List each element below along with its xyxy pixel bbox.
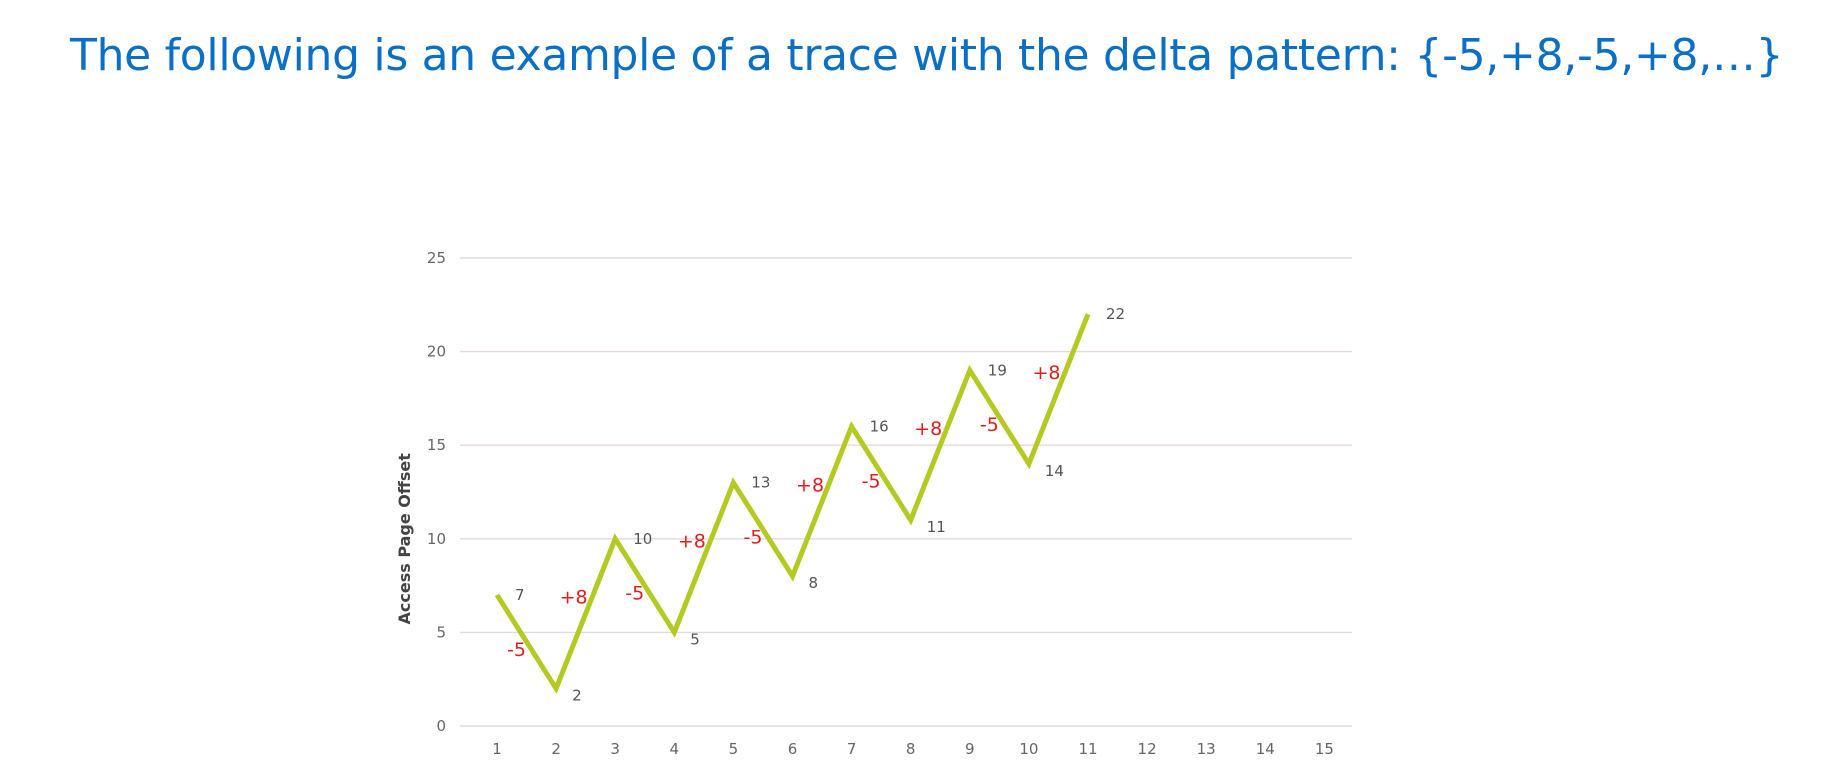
x-tick-label: 11 — [1078, 740, 1097, 758]
y-tick-label: 15 — [427, 436, 446, 454]
series-line — [494, 313, 1091, 695]
point-value-label: 19 — [988, 361, 1007, 379]
x-tick-label: 6 — [788, 740, 798, 758]
point-value-label: 8 — [809, 574, 819, 592]
x-axis-ticks: 1 2 3 4 5 6 7 8 9 10 11 12 13 14 15 — [492, 740, 1334, 758]
delta-labels: -5 +8 -5 +8 -5 +8 -5 +8 -5 +8 — [507, 362, 1060, 661]
x-tick-label: 5 — [729, 740, 739, 758]
delta-label: -5 — [625, 583, 644, 605]
x-tick-label: 14 — [1256, 740, 1275, 758]
delta-label: +8 — [914, 418, 942, 440]
point-labels: 7 2 10 5 13 8 16 11 19 14 22 — [515, 305, 1125, 704]
y-tick-label: 5 — [436, 623, 446, 641]
delta-label: -5 — [507, 639, 526, 661]
point-value-label: 10 — [633, 530, 652, 548]
y-tick-label: 20 — [427, 343, 446, 361]
point-value-label: 2 — [572, 687, 582, 705]
x-tick-label: 10 — [1019, 740, 1038, 758]
x-tick-label: 1 — [492, 740, 502, 758]
delta-label: +8 — [1032, 362, 1060, 384]
point-value-label: 5 — [690, 630, 700, 648]
y-tick-label: 25 — [427, 249, 446, 267]
y-axis-ticks: 0 5 10 15 20 25 — [427, 249, 446, 735]
delta-label: -5 — [743, 526, 762, 548]
point-value-label: 11 — [927, 518, 946, 536]
x-tick-label: 15 — [1315, 740, 1334, 758]
x-tick-label: 4 — [670, 740, 680, 758]
delta-label: +8 — [560, 587, 588, 609]
delta-label: +8 — [796, 474, 824, 496]
data-series — [494, 313, 1091, 695]
x-tick-label: 8 — [906, 740, 916, 758]
x-tick-label: 9 — [965, 740, 975, 758]
y-tick-label: 10 — [427, 530, 446, 548]
delta-label: -5 — [862, 470, 881, 492]
y-axis-title: Access Page Offset — [395, 453, 414, 625]
x-tick-label: 13 — [1197, 740, 1216, 758]
point-value-label: 13 — [751, 474, 770, 492]
gridlines — [460, 257, 1352, 727]
point-value-label: 16 — [870, 417, 889, 435]
x-tick-label: 12 — [1138, 740, 1157, 758]
x-tick-label: 2 — [551, 740, 561, 758]
point-value-label: 7 — [515, 586, 525, 604]
y-tick-label: 0 — [436, 717, 446, 735]
x-tick-label: 7 — [847, 740, 857, 758]
point-value-label: 14 — [1045, 462, 1064, 480]
delta-label: +8 — [678, 531, 706, 553]
x-tick-label: 3 — [610, 740, 620, 758]
point-value-label: 22 — [1106, 305, 1125, 323]
delta-label: -5 — [980, 414, 999, 436]
slide-title: The following is an example of a trace w… — [70, 30, 1784, 81]
